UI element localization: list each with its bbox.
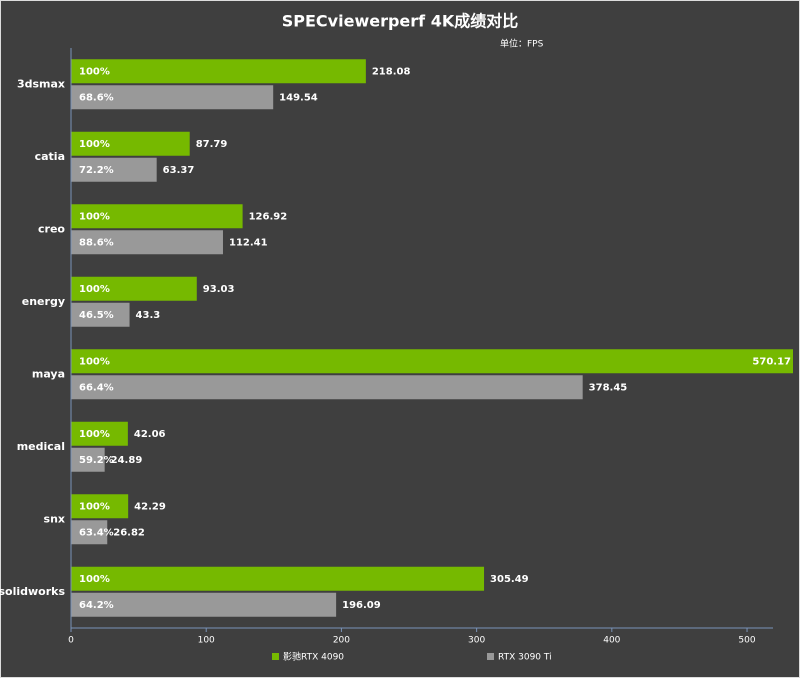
value-label: 26.82 bbox=[113, 527, 145, 538]
x-tick-label: 0 bbox=[68, 636, 74, 646]
share-label: 100% bbox=[79, 501, 110, 512]
share-label: 100% bbox=[79, 356, 110, 367]
share-label: 46.5% bbox=[79, 310, 114, 321]
legend-swatch bbox=[272, 653, 279, 660]
share-label: 64.2% bbox=[79, 600, 114, 611]
bar bbox=[71, 204, 243, 229]
bar bbox=[71, 85, 274, 110]
share-label: 72.2% bbox=[79, 165, 114, 176]
share-label: 100% bbox=[79, 66, 110, 77]
value-label: 42.06 bbox=[134, 429, 166, 440]
x-tick-label: 500 bbox=[738, 636, 755, 646]
value-label: 378.45 bbox=[589, 382, 628, 393]
bar bbox=[71, 592, 337, 617]
y-tick-label: 3dsmax bbox=[17, 77, 65, 90]
legend-label: 影驰RTX 4090 bbox=[283, 651, 344, 663]
value-label: 112.41 bbox=[229, 237, 268, 248]
unit-label: 单位：FPS bbox=[500, 38, 544, 50]
legend-swatch bbox=[487, 653, 494, 660]
share-label: 100% bbox=[79, 574, 110, 585]
share-label: 68.6% bbox=[79, 92, 114, 103]
bar bbox=[71, 302, 130, 327]
chart-title: SPECviewerperf 4K成绩对比 bbox=[282, 12, 518, 31]
x-tick-label: 100 bbox=[198, 636, 215, 646]
y-tick-label: catia bbox=[35, 150, 65, 163]
plot-area bbox=[71, 59, 793, 617]
bar bbox=[71, 157, 157, 182]
bar bbox=[71, 421, 128, 446]
bar bbox=[71, 131, 190, 156]
legend-label: RTX 3090 Ti bbox=[498, 653, 552, 663]
bar bbox=[71, 494, 129, 519]
value-label: 43.3 bbox=[136, 310, 161, 321]
y-tick-label: creo bbox=[38, 222, 65, 235]
share-label: 100% bbox=[79, 429, 110, 440]
share-label: 63.4% bbox=[79, 527, 114, 538]
value-label: 63.37 bbox=[163, 165, 195, 176]
value-label: 305.49 bbox=[490, 574, 529, 585]
share-label: 88.6% bbox=[79, 237, 114, 248]
bar bbox=[71, 375, 583, 400]
bar bbox=[71, 276, 197, 301]
y-tick-label: solidworks bbox=[0, 585, 65, 598]
y-tick-label: energy bbox=[22, 295, 65, 308]
bar bbox=[71, 447, 105, 472]
y-tick-label: medical bbox=[17, 440, 65, 453]
value-label: 126.92 bbox=[249, 211, 288, 222]
bar bbox=[71, 59, 366, 84]
share-label: 100% bbox=[79, 139, 110, 150]
bar bbox=[71, 349, 793, 374]
value-label: 42.29 bbox=[134, 501, 166, 512]
bar bbox=[71, 520, 108, 545]
x-tick-label: 200 bbox=[333, 636, 350, 646]
value-label: 87.79 bbox=[196, 139, 228, 150]
x-tick-label: 300 bbox=[468, 636, 485, 646]
value-label: 196.09 bbox=[342, 600, 381, 611]
bar bbox=[71, 230, 223, 255]
value-label: 149.54 bbox=[279, 92, 318, 103]
y-tick-label: maya bbox=[32, 367, 65, 380]
value-label: 570.17 bbox=[752, 356, 791, 367]
share-label: 100% bbox=[79, 284, 110, 295]
share-label: 100% bbox=[79, 211, 110, 222]
y-tick-label: snx bbox=[44, 512, 65, 525]
value-label: 218.08 bbox=[372, 66, 411, 77]
share-label: 66.4% bbox=[79, 382, 114, 393]
share-label: 59.2% bbox=[79, 455, 114, 466]
x-tick-label: 400 bbox=[603, 636, 620, 646]
bar bbox=[71, 566, 485, 591]
value-label: 93.03 bbox=[203, 284, 235, 295]
value-label: 24.89 bbox=[111, 455, 143, 466]
